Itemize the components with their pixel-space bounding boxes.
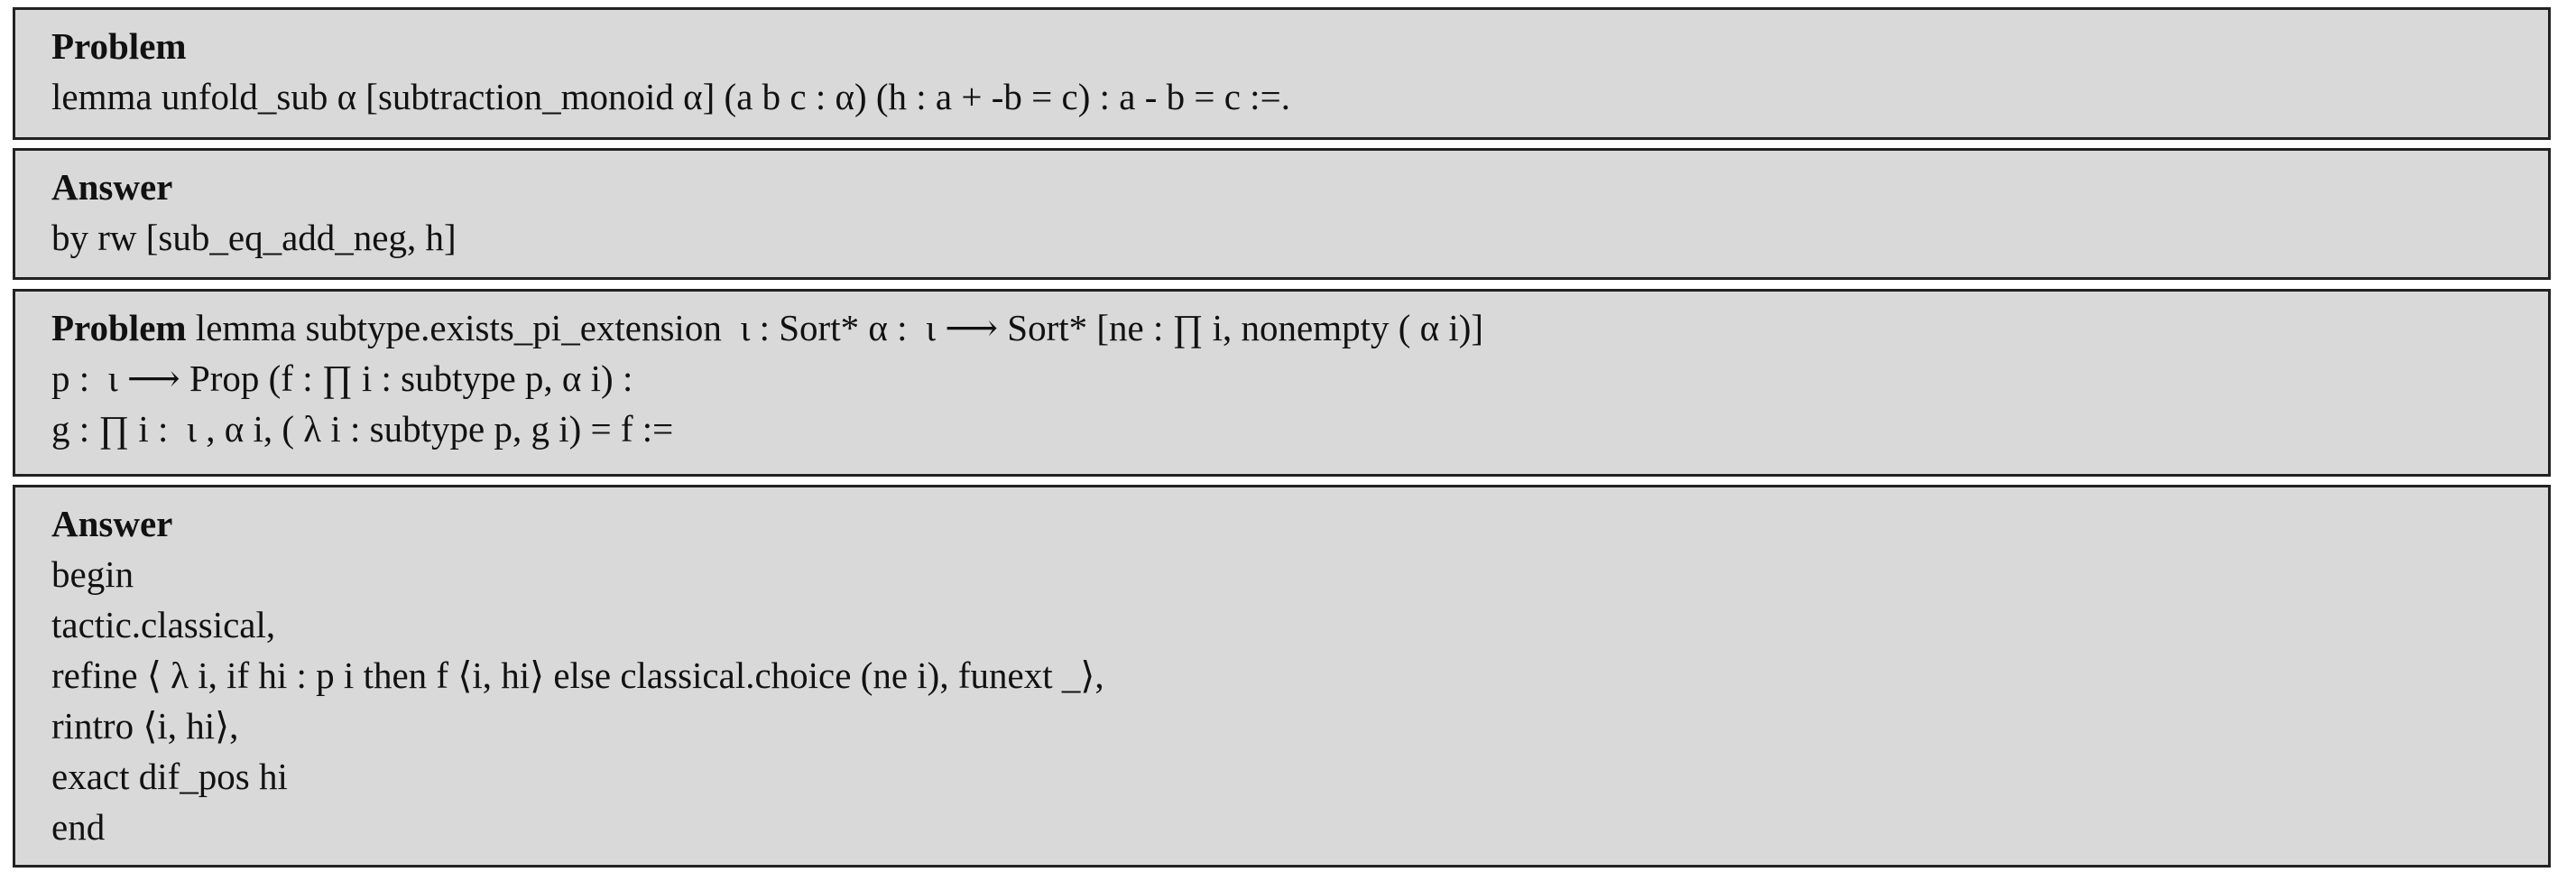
answer-line: rintro ⟨i, hi⟩, — [51, 705, 239, 747]
answer-line: exact dif_pos hi — [51, 756, 288, 797]
problem-statement-line: g : ∏ i : ι , α i, ( λ i : subtype p, g … — [51, 408, 674, 450]
problem-block-1: Problem lemma unfold_sub α [subtraction_… — [13, 7, 2551, 140]
problem-heading: Problem — [51, 25, 187, 67]
answer-line: begin — [51, 553, 134, 595]
answer-heading: Answer — [51, 503, 173, 544]
problem-block-2: Problem lemma subtype.exists_pi_extensio… — [13, 289, 2551, 477]
answer-block-1: Answer by rw [sub_eq_add_neg, h] — [13, 148, 2551, 280]
answer-line: by rw [sub_eq_add_neg, h] — [51, 217, 457, 258]
answer-block-2: Answer begin tactic.classical, refine ⟨ … — [13, 485, 2551, 868]
answer-line: tactic.classical, — [51, 604, 276, 645]
problem-statement: lemma unfold_sub α [subtraction_monoid α… — [51, 76, 1290, 117]
answer-heading: Answer — [51, 166, 173, 208]
answer-line: end — [51, 806, 106, 848]
problem-statement-line: p : ι ⟶ Prop (f : ∏ i : subtype p, α i) … — [51, 357, 633, 399]
answer-line: refine ⟨ λ i, if hi : p i then f ⟨i, hi⟩… — [51, 654, 1104, 696]
problem-first-line: Problem lemma subtype.exists_pi_extensio… — [51, 302, 2548, 353]
problem-heading: Problem — [51, 307, 187, 348]
problem-statement-start: lemma subtype.exists_pi_extension ι : So… — [186, 307, 1484, 348]
